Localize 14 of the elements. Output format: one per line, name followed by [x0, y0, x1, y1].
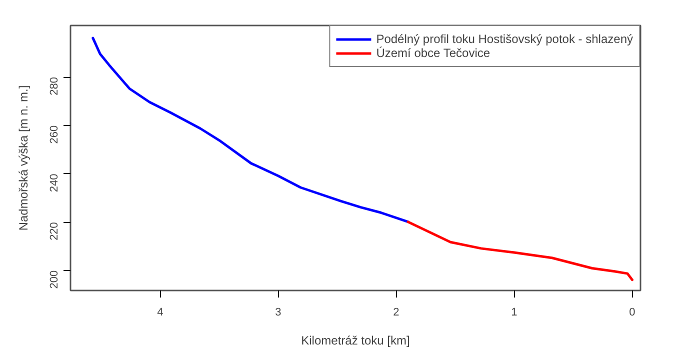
- y-tick-label: 220: [48, 222, 60, 240]
- x-tick-label: 2: [393, 306, 400, 318]
- x-axis-title: Kilometráž toku [km]: [301, 334, 410, 348]
- x-tick-label: 4: [157, 306, 164, 318]
- x-tick-label: 0: [629, 306, 636, 318]
- x-tick-label: 1: [511, 306, 518, 318]
- legend-label: Podélný profil toku Hostišovský potok - shlazený: [376, 32, 633, 46]
- x-tick-label: 3: [275, 306, 282, 318]
- legend-label: Území obce Tečovice: [376, 46, 490, 60]
- y-tick-label: 280: [48, 76, 60, 96]
- y-tick-label: 260: [48, 125, 60, 144]
- y-tick-label: 240: [48, 174, 60, 192]
- y-tick-label: 200: [48, 270, 60, 289]
- y-axis-title: Nadmořská výška [m n. m.]: [16, 85, 30, 231]
